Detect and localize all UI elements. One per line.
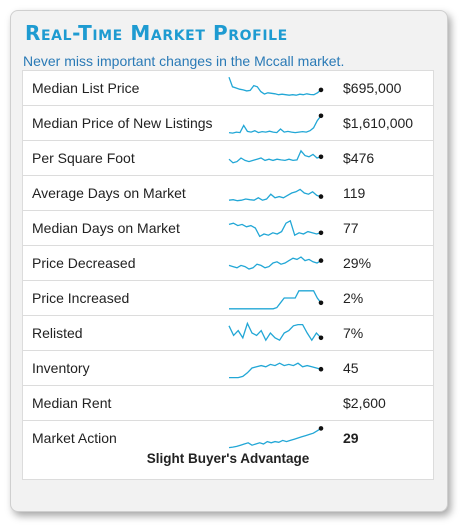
- sparkline-trend: [228, 115, 322, 134]
- row-value: 119: [343, 185, 366, 201]
- sparkline-endpoint: [318, 426, 324, 431]
- row-value: 7%: [343, 325, 364, 341]
- row-label: Median Rent: [32, 395, 112, 411]
- row-value: 2%: [343, 290, 364, 306]
- row-label: Per Square Foot: [32, 150, 135, 166]
- row-value: $2,600: [343, 395, 386, 411]
- table-row: Median List Price $695,000: [23, 71, 433, 106]
- sparkline: [228, 219, 324, 238]
- table-row: Market Action 29 Slight Buyer's Advantage: [23, 421, 433, 477]
- row-value: $695,000: [343, 80, 402, 96]
- market-profile-card: Real-Time Market Profile Never miss impo…: [10, 10, 448, 512]
- sparkline-trend: [228, 188, 322, 202]
- sparkline: [228, 113, 324, 134]
- table-row: Inventory 45: [23, 351, 433, 386]
- sparkline: [228, 256, 324, 270]
- table-row: Median Price of New Listings $1,610,000: [23, 106, 433, 141]
- metrics-table: Median List Price $695,000 Median Price of…: [22, 70, 434, 480]
- sparkline-endpoint: [318, 154, 324, 160]
- sparkline: [229, 290, 324, 310]
- sparkline-endpoint: [318, 366, 324, 372]
- row-value: 45: [343, 360, 359, 376]
- sparkline-endpoint: [318, 87, 324, 93]
- page-title: Real-Time Market Profile: [25, 21, 288, 45]
- sparkline-trend: [228, 427, 322, 449]
- row-value: 77: [343, 220, 359, 236]
- sparkline-endpoint: [318, 300, 324, 306]
- sparkline-trend: [228, 219, 322, 238]
- row-label: Median List Price: [32, 80, 140, 96]
- sparkline: [228, 426, 324, 449]
- sparkline-endpoint: [318, 258, 324, 263]
- sparkline-endpoint: [318, 113, 324, 119]
- sparkline: [228, 149, 324, 164]
- sparkline: [228, 188, 324, 202]
- table-row: Median Days on Market 77: [23, 211, 433, 246]
- row-value: 29%: [343, 255, 372, 271]
- table-row: Price Increased 2%: [23, 281, 433, 316]
- row-value: $1,610,000: [343, 115, 414, 131]
- sparkline-trend: [229, 290, 322, 310]
- table-row: Price Decreased 29%: [23, 246, 433, 281]
- sparkline-trend: [228, 149, 322, 164]
- sparkline-trend: [229, 362, 322, 379]
- row-label: Median Price of New Listings: [32, 115, 213, 131]
- row-value: $476: [343, 150, 375, 166]
- sparkline: [229, 362, 324, 379]
- sparkline-trend: [228, 321, 322, 342]
- row-label: Price Decreased: [32, 255, 136, 271]
- row-label: Market Action: [32, 430, 117, 446]
- row-label: Median Days on Market: [32, 220, 180, 236]
- row-label: Average Days on Market: [32, 185, 186, 201]
- table-row: Average Days on Market 119: [23, 176, 433, 211]
- table-row: Relisted 7%: [23, 316, 433, 351]
- sparkline-endpoint: [318, 230, 324, 236]
- sparkline: [228, 76, 324, 96]
- row-label: Price Increased: [32, 290, 130, 306]
- row-label: Relisted: [32, 325, 83, 341]
- table-row: Per Square Foot $476: [23, 141, 433, 176]
- market-action-footer: Slight Buyer's Advantage: [146, 451, 310, 466]
- sparkline-trend: [228, 76, 322, 96]
- table-row: Median Rent $2,600: [23, 386, 433, 421]
- subtitle: Never miss important changes in the Mcca…: [23, 53, 345, 69]
- sparkline-endpoint: [318, 335, 324, 341]
- row-label: Inventory: [32, 360, 90, 376]
- row-value: 29: [343, 430, 359, 446]
- sparkline-trend: [228, 256, 322, 270]
- sparkline: [228, 321, 324, 342]
- sparkline-endpoint: [318, 194, 324, 199]
